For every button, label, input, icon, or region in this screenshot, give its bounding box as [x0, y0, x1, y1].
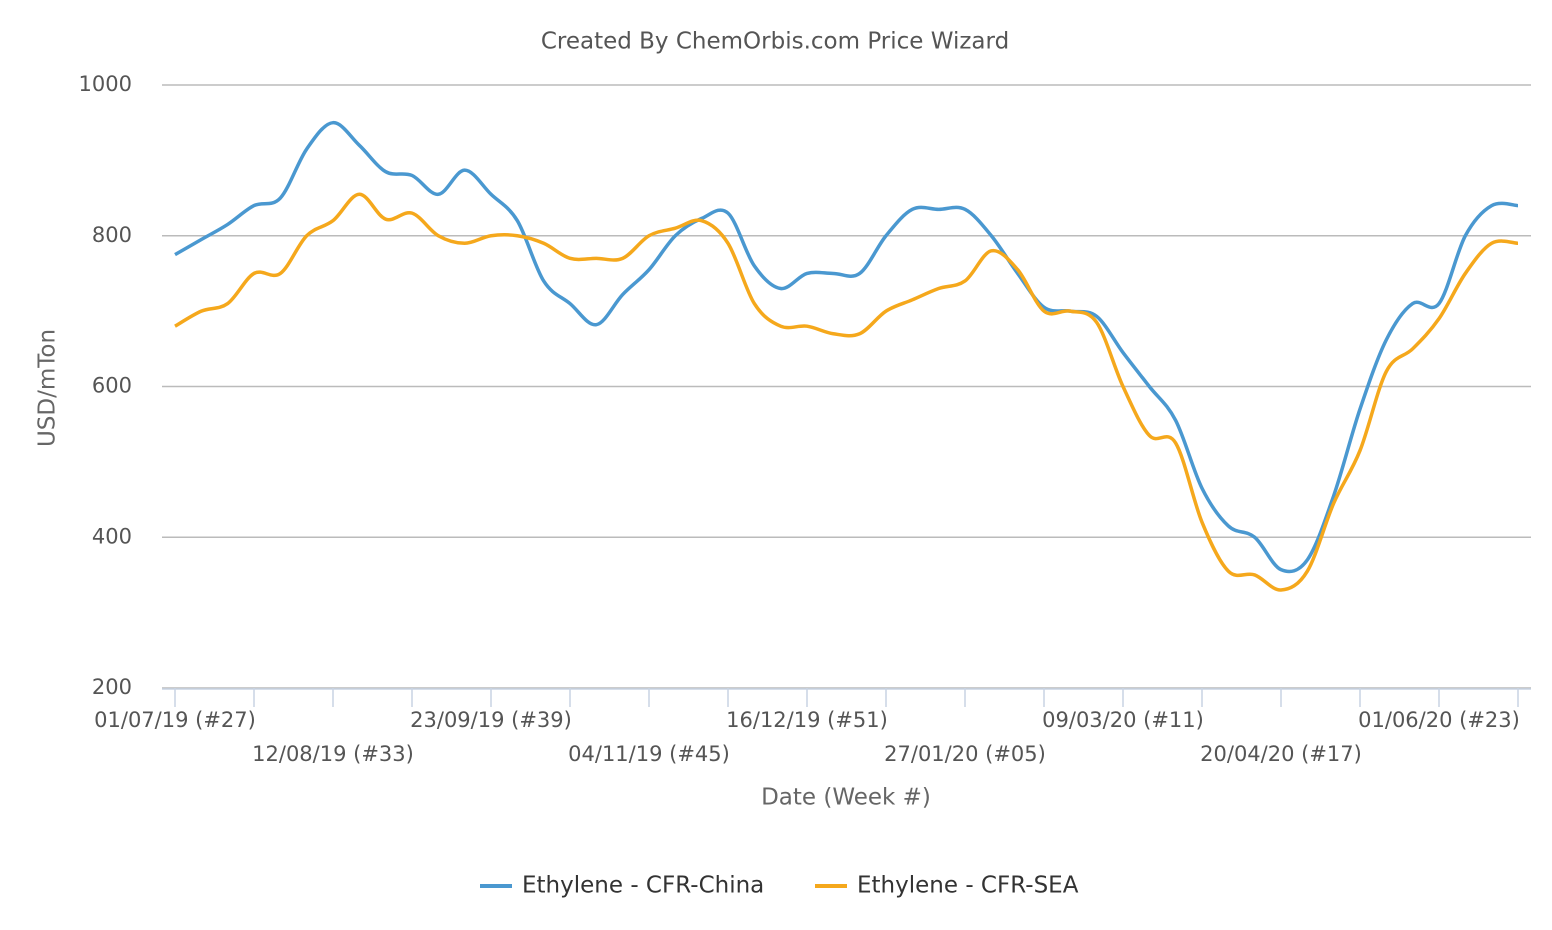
- legend-label: Ethylene - CFR-China: [522, 873, 764, 899]
- x-tick-label: 20/04/20 (#17): [1200, 742, 1362, 766]
- y-tick-label: 600: [92, 374, 132, 398]
- y-tick-label: 400: [92, 524, 132, 548]
- x-tick-label: 23/09/19 (#39): [410, 708, 572, 732]
- x-tick-label: 12/08/19 (#33): [252, 742, 414, 766]
- series-line: [174, 120, 1519, 574]
- y-axis-label: USD/mTon: [35, 329, 61, 447]
- legend-label: Ethylene - CFR-SEA: [857, 873, 1079, 899]
- x-tick-label: 01/06/20 (#23): [1358, 708, 1520, 732]
- x-tick-label: 27/01/20 (#05): [884, 742, 1046, 766]
- y-tick-label: 1000: [79, 72, 132, 96]
- x-tick-label: 04/11/19 (#45): [568, 742, 730, 766]
- x-tick-label: 01/07/19 (#27): [94, 708, 256, 732]
- y-tick-label: 200: [92, 675, 132, 699]
- x-tick-label: 16/12/19 (#51): [726, 708, 888, 732]
- x-tick-label: 09/03/20 (#11): [1042, 708, 1204, 732]
- y-tick-label: 800: [92, 223, 132, 247]
- x-axis-label: Date (Week #): [761, 785, 931, 811]
- series-line: [174, 192, 1519, 592]
- chart-title: Created By ChemOrbis.com Price Wizard: [541, 29, 1009, 55]
